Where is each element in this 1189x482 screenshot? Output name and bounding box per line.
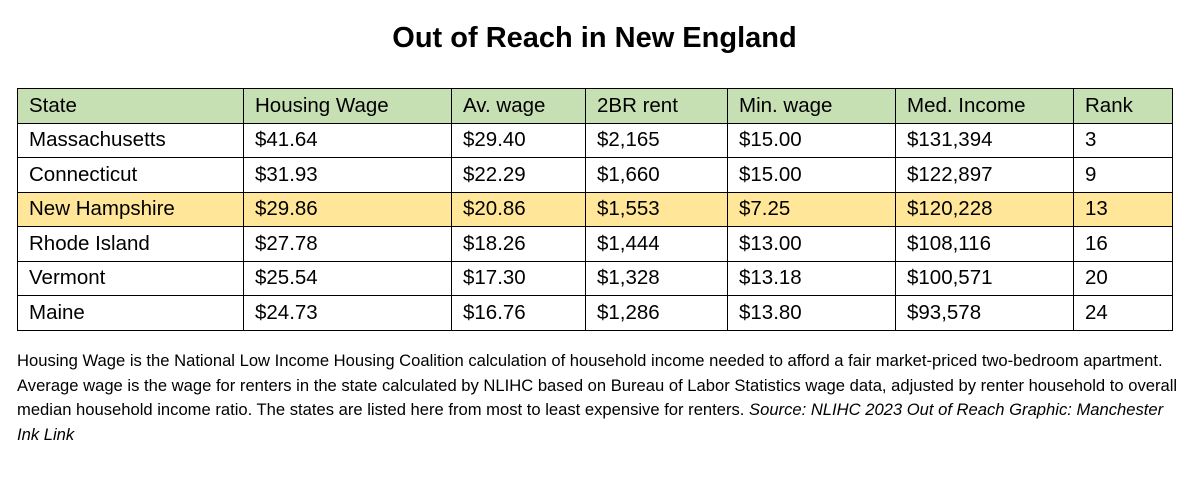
table-row: Rhode Island $27.78 $18.26 $1,444 $13.00 $108… <box>17 226 1173 262</box>
table-cell: Maine <box>17 295 244 331</box>
table-cell: $120,228 <box>895 191 1074 227</box>
column-header: Med. Income <box>895 88 1074 124</box>
table-cell: $93,578 <box>895 295 1074 331</box>
footnote-text: Housing Wage is the National Low Income … <box>17 351 1178 420</box>
footnote-source: Source: NLIHC 2023 Out of Reach Graphic:… <box>17 400 1164 445</box>
table-cell: $24.73 <box>243 295 452 331</box>
table-cell: $13.80 <box>727 295 896 331</box>
table-cell: $29.86 <box>243 191 452 227</box>
table-cell: $13.00 <box>727 226 896 262</box>
table-cell: $1,286 <box>585 295 728 331</box>
data-table: State Housing Wage Av. wage 2BR rent Min. wa… <box>17 88 1173 331</box>
column-header: Min. wage <box>727 88 896 124</box>
table-cell: 9 <box>1073 157 1173 193</box>
table-cell: Vermont <box>17 260 244 296</box>
table-row: Massachusetts $41.64 $29.40 $2,165 $15.00 $13… <box>17 122 1173 158</box>
table-cell: $2,165 <box>585 122 728 158</box>
table-cell: $15.00 <box>727 157 896 193</box>
table-cell: $29.40 <box>451 122 586 158</box>
table-cell: New Hampshire <box>17 191 244 227</box>
table-cell: $20.86 <box>451 191 586 227</box>
table-cell: $25.54 <box>243 260 452 296</box>
table-cell: Rhode Island <box>17 226 244 262</box>
table-cell: $18.26 <box>451 226 586 262</box>
table-cell: Connecticut <box>17 157 244 193</box>
table-cell: $100,571 <box>895 260 1074 296</box>
table-cell: Massachusetts <box>17 122 244 158</box>
column-header: Housing Wage <box>243 88 452 124</box>
table-row: Vermont $25.54 $17.30 $1,328 $13.18 $100,571 2… <box>17 260 1173 296</box>
table-cell: $1,328 <box>585 260 728 296</box>
table-cell: 24 <box>1073 295 1173 331</box>
chart-title: Out of Reach in New England <box>392 22 797 54</box>
table-cell: $15.00 <box>727 122 896 158</box>
table-cell: $17.30 <box>451 260 586 296</box>
table-row: New Hampshire $29.86 $20.86 $1,553 $7.25 $120… <box>17 191 1173 227</box>
table-cell: $31.93 <box>243 157 452 193</box>
table-cell: $108,116 <box>895 226 1074 262</box>
table-row: Connecticut $31.93 $22.29 $1,660 $15.00 $122,… <box>17 157 1173 193</box>
table-cell: $16.76 <box>451 295 586 331</box>
table-cell: 13 <box>1073 191 1173 227</box>
table-cell: $22.29 <box>451 157 586 193</box>
column-header: Av. wage <box>451 88 586 124</box>
table-cell: $41.64 <box>243 122 452 158</box>
table-cell: $1,553 <box>585 191 728 227</box>
table-cell: $7.25 <box>727 191 896 227</box>
table-cell: $27.78 <box>243 226 452 262</box>
column-header: State <box>17 88 244 124</box>
table-cell: 20 <box>1073 260 1173 296</box>
column-header: 2BR rent <box>585 88 728 124</box>
column-header: Rank <box>1073 88 1173 124</box>
table-cell: $122,897 <box>895 157 1074 193</box>
table-cell: 3 <box>1073 122 1173 158</box>
table-cell: $1,660 <box>585 157 728 193</box>
table-cell: $1,444 <box>585 226 728 262</box>
footnote: Housing Wage is the National Low Income … <box>17 349 1179 448</box>
table-cell: $13.18 <box>727 260 896 296</box>
table-cell: 16 <box>1073 226 1173 262</box>
table-header-row: State Housing Wage Av. wage 2BR rent Min. wa… <box>17 88 1173 124</box>
table-cell: $131,394 <box>895 122 1074 158</box>
table-row: Maine $24.73 $16.76 $1,286 $13.80 $93,578 24 <box>17 295 1173 331</box>
